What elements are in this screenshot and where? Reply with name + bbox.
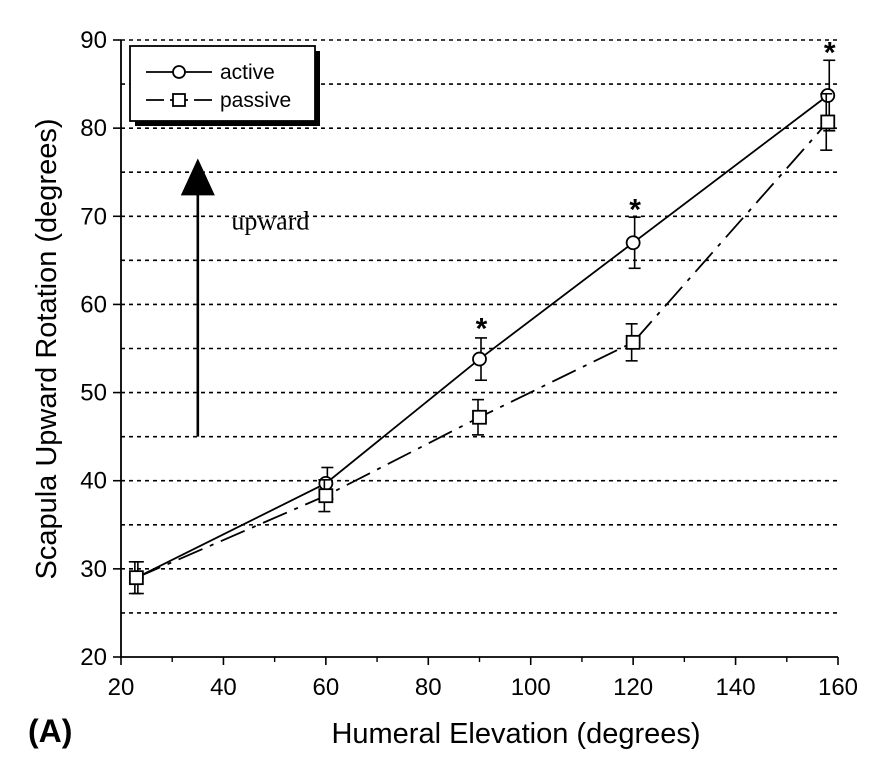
y-tick-label: 70	[80, 203, 107, 230]
y-tick-label: 30	[80, 556, 107, 583]
y-tick-label: 20	[80, 644, 107, 671]
y-axis-title: Scapula Upward Rotation (degrees)	[31, 118, 63, 579]
y-tick-label: 40	[80, 468, 107, 495]
panel-label: (A)	[28, 713, 72, 749]
x-ticks: 20 40 60 80 100 120 140 160	[108, 657, 858, 701]
data-point-square	[128, 570, 144, 586]
legend-box	[129, 45, 316, 122]
annotations: upward	[180, 158, 309, 437]
x-tick-label: 40	[210, 674, 237, 701]
arrow-head	[180, 158, 215, 196]
significance-asterisk: *	[476, 312, 488, 345]
legend-marker-circle	[172, 65, 186, 79]
data-point-circle	[820, 88, 836, 103]
data-point-square	[625, 334, 641, 350]
data-point-circle	[625, 235, 641, 251]
y-tick-label: 80	[80, 115, 107, 142]
significance-asterisk: *	[629, 193, 641, 226]
x-tick-label: 60	[313, 674, 340, 701]
series-line-passive	[136, 121, 829, 579]
legend: active passive	[129, 45, 320, 126]
annotation-text: upward	[231, 207, 309, 236]
x-tick-label: 100	[511, 674, 551, 701]
significance-markers: * * *	[476, 37, 836, 346]
y-tick-label: 50	[80, 380, 107, 407]
legend-marker-square	[172, 93, 186, 107]
y-ticks: 20 30 40 50 60 70 80 90	[80, 27, 121, 671]
data-point-square	[820, 114, 836, 130]
x-tick-label: 20	[108, 674, 135, 701]
legend-label-active: active	[220, 61, 275, 84]
data-point-square	[472, 409, 487, 425]
x-tick-label: 140	[716, 674, 756, 701]
series-passive	[128, 92, 836, 595]
significance-asterisk: *	[824, 37, 836, 70]
series	[128, 59, 836, 595]
x-tick-label: 120	[613, 674, 653, 701]
data-point-circle	[318, 475, 334, 491]
x-tick-label: 80	[415, 674, 442, 701]
data-point-circle	[472, 351, 487, 367]
x-axis-title: Humeral Elevation (degrees)	[331, 718, 700, 750]
x-tick-label: 160	[818, 674, 858, 701]
y-tick-label: 60	[80, 291, 107, 318]
y-tick-label: 90	[80, 27, 107, 54]
legend-label-passive: passive	[220, 89, 291, 112]
data-point-square	[318, 488, 334, 504]
